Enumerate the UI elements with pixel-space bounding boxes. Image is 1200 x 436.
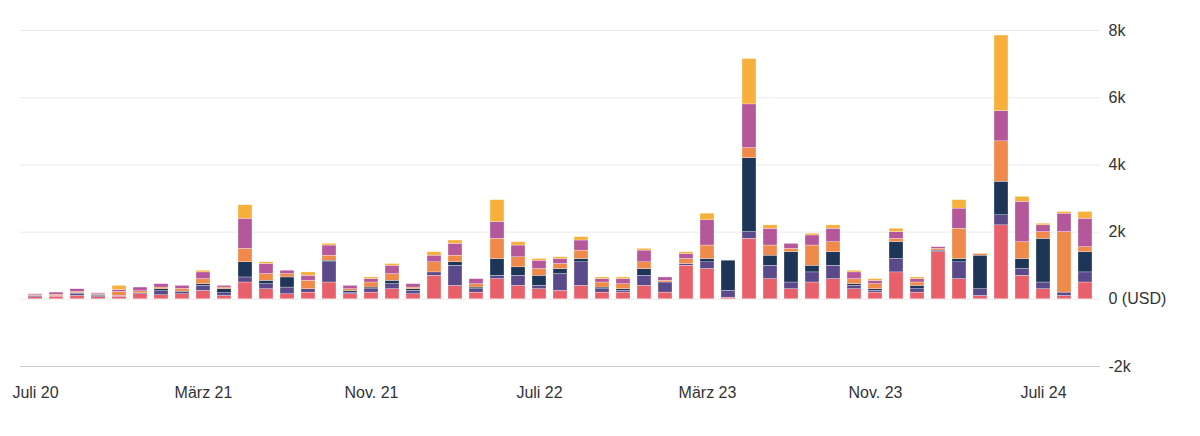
svg-text:Juli 20: Juli 20 bbox=[12, 384, 58, 401]
svg-text:8k: 8k bbox=[1109, 22, 1127, 39]
svg-text:März 21: März 21 bbox=[175, 384, 233, 401]
svg-text:4k: 4k bbox=[1109, 156, 1127, 173]
svg-text:6k: 6k bbox=[1109, 89, 1127, 106]
svg-text:0 (USD): 0 (USD) bbox=[1109, 290, 1167, 307]
svg-text:Juli 22: Juli 22 bbox=[516, 384, 562, 401]
svg-text:-2k: -2k bbox=[1109, 358, 1132, 375]
svg-text:Nov. 21: Nov. 21 bbox=[345, 384, 399, 401]
svg-text:Nov. 23: Nov. 23 bbox=[849, 384, 903, 401]
svg-text:März 23: März 23 bbox=[679, 384, 737, 401]
svg-text:2k: 2k bbox=[1109, 223, 1127, 240]
svg-text:Juli 24: Juli 24 bbox=[1020, 384, 1066, 401]
